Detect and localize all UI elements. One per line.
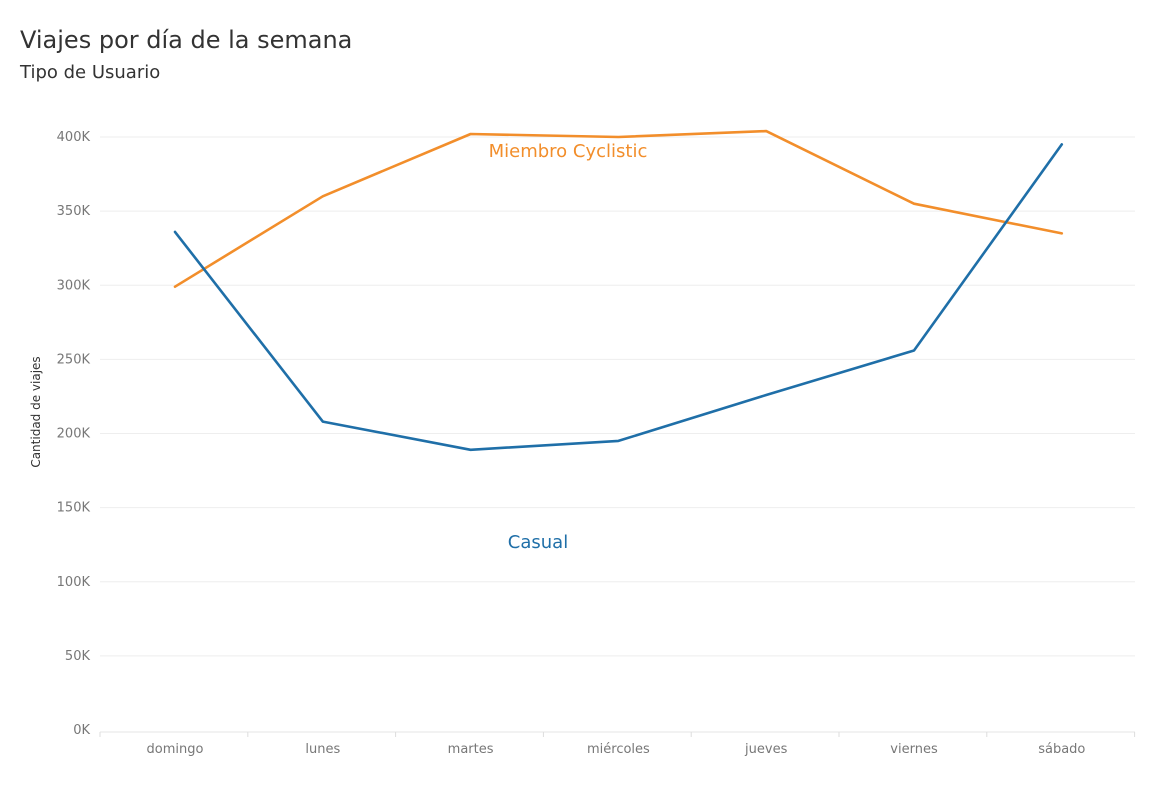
y-tick-label: 350K	[57, 204, 91, 219]
x-tick-label: sábado	[1038, 742, 1085, 757]
series-label: Casual	[508, 532, 568, 553]
x-tick-label: viernes	[890, 742, 938, 757]
x-tick-label: lunes	[305, 742, 340, 757]
y-axis-label: Cantidad de viajes	[29, 356, 43, 467]
y-tick-label: 100K	[57, 575, 91, 590]
x-tick-label: martes	[448, 742, 494, 757]
chart-subtitle: Tipo de Usuario	[20, 62, 161, 83]
series-lines	[173, 129, 1064, 452]
x-tick-label: domingo	[147, 742, 204, 757]
chart-title: Viajes por día de la semana	[20, 26, 353, 54]
series-label: Miembro Cyclistic	[489, 141, 648, 162]
y-tick-label: 50K	[65, 649, 91, 664]
y-axis: 0K 50K 100K 150K 200K 250K 300K 350K 400K	[57, 130, 91, 738]
series-labels: Miembro Cyclistic Casual	[489, 141, 648, 553]
y-tick-label: 250K	[57, 352, 91, 367]
x-tick-label: jueves	[744, 742, 788, 757]
y-tick-label: 150K	[57, 501, 91, 516]
y-tick-label: 400K	[57, 130, 91, 145]
series-line	[173, 143, 1064, 452]
x-tick-label: miércoles	[587, 742, 650, 757]
y-tick-label: 0K	[73, 723, 90, 738]
grid-lines	[100, 136, 1135, 657]
y-tick-label: 200K	[57, 427, 91, 442]
series-line	[173, 129, 1064, 289]
x-axis: domingo lunes martes miércoles jueves viernes…	[99, 731, 1136, 757]
y-tick-label: 300K	[57, 278, 91, 293]
